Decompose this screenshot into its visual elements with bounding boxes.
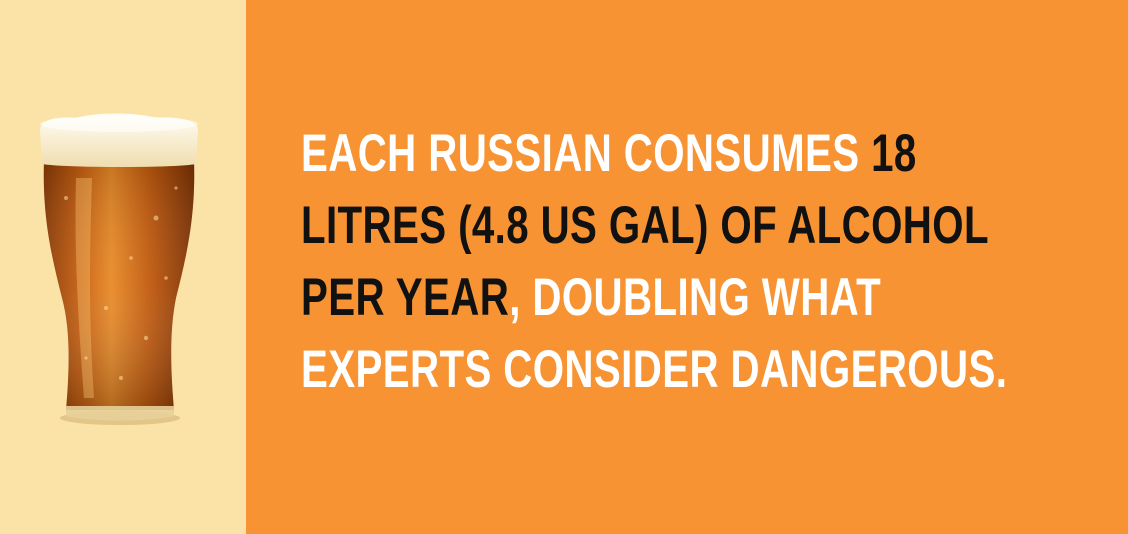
fact-line-3-emphasis: PER YEAR xyxy=(301,268,510,327)
fact-line-1-highlight: EACH RUSSIAN CONSUMES xyxy=(301,124,860,183)
right-panel xyxy=(246,0,1128,534)
fact-line-1: EACH RUSSIAN CONSUMES 18 xyxy=(301,118,916,190)
beer-glass-icon xyxy=(40,113,198,425)
fact-line-1-emphasis: 18 xyxy=(859,124,917,183)
fact-line-3-highlight: , DOUBLING WHAT xyxy=(509,268,882,327)
fact-text: EACH RUSSIAN CONSUMES 18 LITRES (4.8 US … xyxy=(301,118,1008,406)
fact-line-4: EXPERTS CONSIDER DANGEROUS. xyxy=(301,340,1008,399)
fact-line-2: LITRES (4.8 US GAL) OF ALCOHOL xyxy=(301,196,989,255)
fact-line-3: PER YEAR, DOUBLING WHAT xyxy=(301,262,909,334)
